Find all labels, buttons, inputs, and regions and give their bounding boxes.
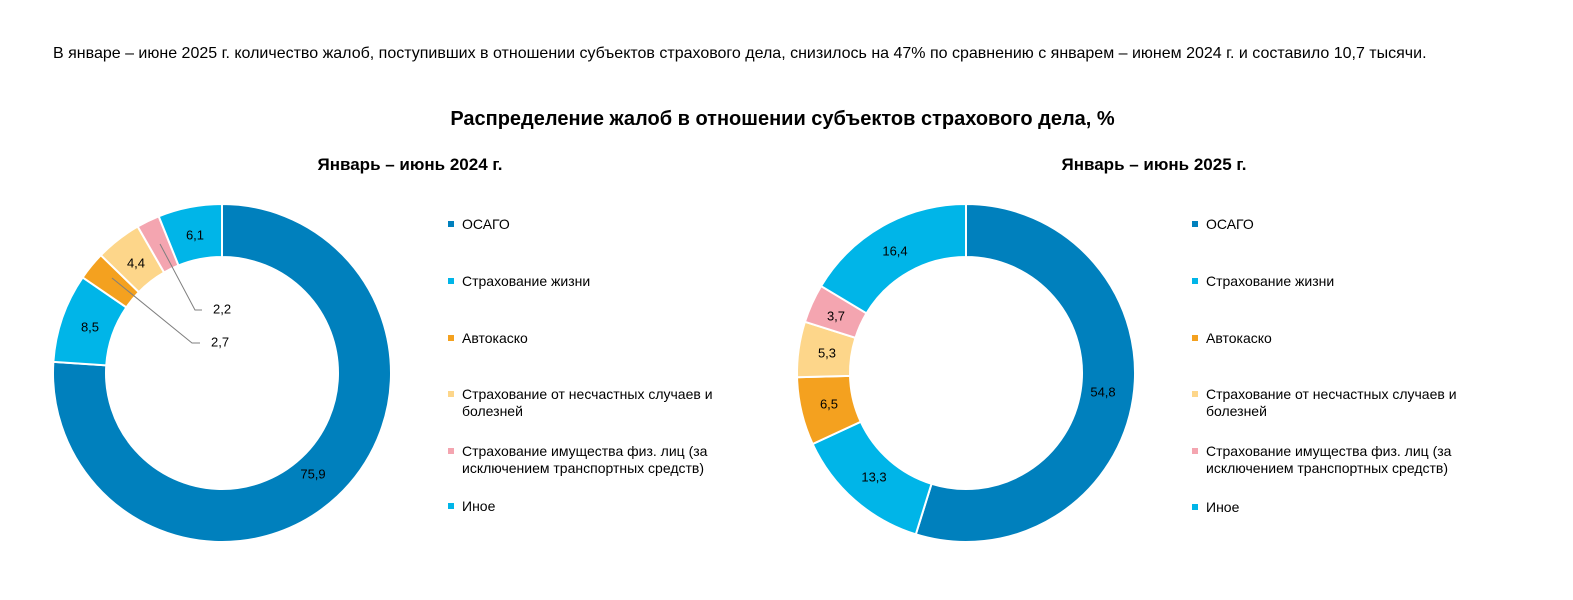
intro-text: В январе – июне 2025 г. количество жалоб…: [53, 45, 1427, 62]
legend-label: Страхование имущества физ. лиц (за исклю…: [1206, 443, 1452, 476]
legend-swatch: [1192, 221, 1198, 227]
data-label-property-2025: 3,7: [827, 308, 845, 323]
legend-swatch: [448, 448, 454, 454]
legend-label: Автокаско: [1206, 330, 1272, 346]
data-label-osago-2025: 54,8: [1090, 384, 1115, 399]
legend-swatch: [1192, 278, 1198, 284]
legend-label: Иное: [462, 498, 496, 514]
data-label-accident-2024: 4,4: [127, 255, 145, 270]
legend-label: Автокаско: [462, 330, 528, 346]
legend-swatch: [1192, 391, 1198, 397]
data-label-autocasco-2025: 6,5: [820, 396, 838, 411]
legend-label: Страхование жизни: [1206, 273, 1335, 289]
legend-label: ОСАГО: [1206, 216, 1254, 232]
legend-swatch: [448, 278, 454, 284]
data-label-other-2025: 16,4: [882, 243, 907, 258]
legend-swatch: [448, 391, 454, 397]
legend-label: Страхование имущества физ. лиц (за исклю…: [462, 443, 708, 476]
slice-other-2025: [819, 202, 967, 315]
legend-swatch: [448, 221, 454, 227]
data-label-life-2024: 8,5: [81, 319, 99, 334]
data-label-life-2025: 13,3: [861, 469, 886, 484]
chart-title-2025: Январь – июнь 2025 г.: [1061, 155, 1247, 174]
data-label-autocasco-2024: 2,7: [211, 334, 229, 349]
figure-title: Распределение жалоб в отношении субъекто…: [450, 108, 1115, 130]
legend-label: ОСАГО: [462, 216, 510, 232]
legend-swatch: [1192, 504, 1198, 510]
data-label-osago-2024: 75,9: [300, 466, 325, 481]
slice-other-2024: [157, 202, 223, 267]
legend-swatch: [448, 335, 454, 341]
legend-label: Страхование жизни: [462, 273, 591, 289]
legend-swatch: [1192, 335, 1198, 341]
data-label-accident-2025: 5,3: [818, 345, 836, 360]
leader-line-property-2024: [159, 243, 202, 311]
data-label-other-2024: 6,1: [186, 227, 204, 242]
slice-osago-2024: [52, 202, 392, 543]
legend-swatch: [1192, 448, 1198, 454]
slice-osago-2025: [914, 202, 1136, 543]
leader-line-autocasco-2024: [111, 277, 200, 344]
legend-label: Страхование от несчастных случаев и боле…: [462, 386, 713, 419]
legend-label: Иное: [1206, 499, 1240, 515]
legend-label: Страхование от несчастных случаев и боле…: [1206, 386, 1457, 419]
legend-swatch: [448, 503, 454, 509]
chart-title-2024: Январь – июнь 2024 г.: [317, 155, 503, 174]
data-label-property-2024: 2,2: [213, 301, 231, 316]
